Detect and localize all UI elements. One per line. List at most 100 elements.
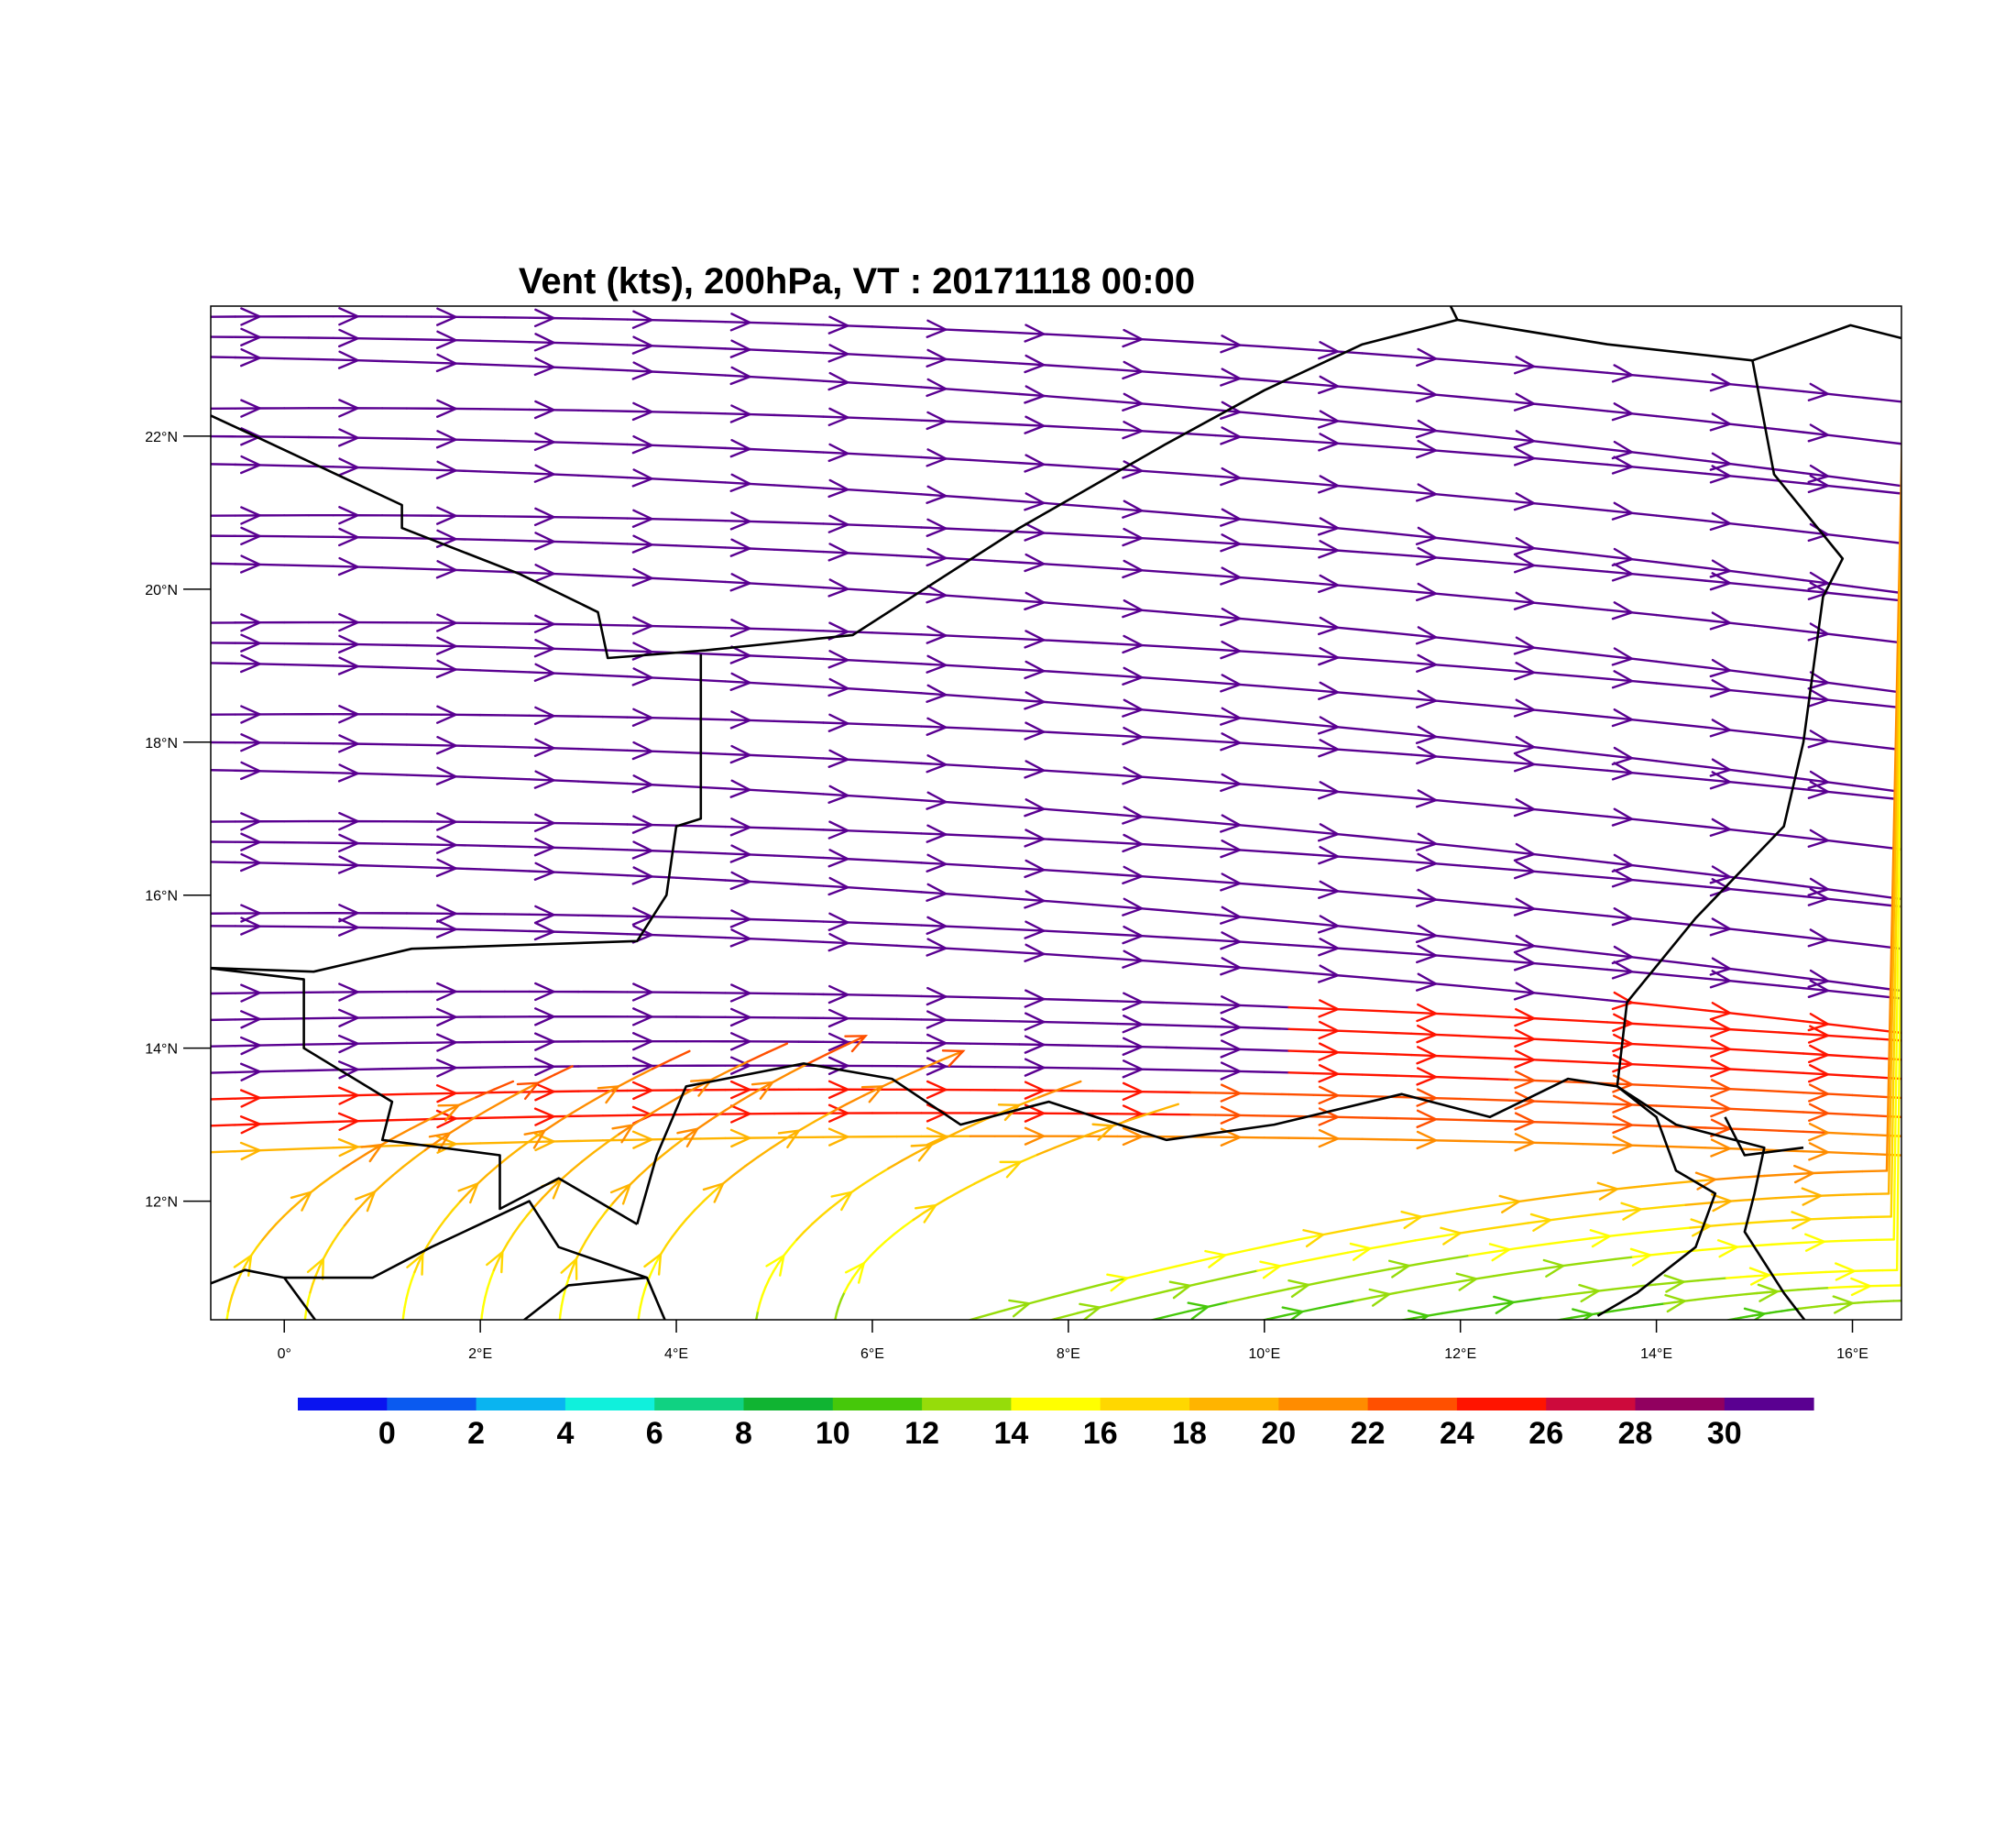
streamline-segment xyxy=(1165,1001,1192,1005)
streamline-segment xyxy=(1238,916,1265,921)
streamline-segment xyxy=(211,1071,213,1074)
streamline-segment xyxy=(1605,968,1634,973)
wind-arrowhead xyxy=(751,1081,775,1100)
streamline-segment xyxy=(651,875,678,879)
streamline-segment xyxy=(1778,933,1805,938)
streamline-segment xyxy=(1140,643,1168,648)
wind-arrowhead xyxy=(676,1127,700,1147)
streamline-segment xyxy=(1778,734,1805,740)
colorbar-label: 24 xyxy=(1440,1416,1474,1451)
streamline-segment xyxy=(1851,900,1879,906)
wind-arrowhead xyxy=(1513,430,1537,449)
streamline-segment xyxy=(601,317,629,321)
streamline-segment xyxy=(1238,1004,1265,1008)
wind-arrowhead xyxy=(729,1080,753,1100)
streamline-segment xyxy=(1387,1290,1408,1296)
streamline-segment xyxy=(1557,1038,1584,1043)
streamline-segment xyxy=(1526,1297,1543,1301)
streamline-segment xyxy=(1704,1296,1717,1301)
streamline-segment xyxy=(503,539,531,543)
streamline-segment xyxy=(1802,1149,1829,1154)
streamline-segment xyxy=(1728,927,1756,933)
streamline-segment xyxy=(1410,697,1438,702)
streamline-segment xyxy=(887,1159,904,1170)
streamline-segment xyxy=(430,866,457,870)
streamline-segment xyxy=(1655,660,1682,666)
streamline-segment xyxy=(645,1105,663,1117)
streamline-segment xyxy=(1238,576,1265,581)
streamline-segment xyxy=(920,924,948,927)
streamline-segment xyxy=(1630,863,1658,870)
streamline-segment xyxy=(1532,945,1560,950)
streamline-segment xyxy=(332,772,359,775)
streamline-segment xyxy=(576,442,605,445)
streamline-segment xyxy=(1582,407,1609,412)
streamline-segment xyxy=(1507,1140,1536,1144)
streamline-segment xyxy=(1091,872,1119,876)
streamline-segment xyxy=(1189,540,1217,544)
streamline-segment xyxy=(1549,1215,1574,1222)
streamline-segment xyxy=(553,747,580,751)
streamline-segment xyxy=(518,1138,533,1150)
streamline-segment xyxy=(1900,401,1901,403)
streamline-segment xyxy=(611,1192,622,1205)
wind-arrowhead xyxy=(1611,601,1635,620)
streamline-segment xyxy=(1704,1026,1732,1031)
streamline-segment xyxy=(1851,594,1879,599)
wind-arrowhead xyxy=(338,982,361,1002)
streamline-segment xyxy=(528,571,555,576)
streamline-segment xyxy=(1701,1246,1722,1252)
streamline-segment xyxy=(1789,1218,1813,1222)
streamline-segment xyxy=(783,1129,800,1141)
wind-arrowhead xyxy=(1318,540,1341,559)
wind-arrowhead xyxy=(239,1141,263,1161)
streamline-segment xyxy=(1728,1127,1756,1131)
wind-arrowhead xyxy=(926,754,949,774)
streamline-segment xyxy=(1582,369,1609,375)
streamline-segment xyxy=(920,386,948,390)
streamline-segment xyxy=(1488,1248,1511,1254)
wind-arrowhead xyxy=(926,916,949,935)
streamline-segment xyxy=(1926,1081,1951,1082)
streamline-segment xyxy=(1778,576,1805,582)
streamline-segment xyxy=(671,1226,681,1238)
streamline-segment xyxy=(1900,443,1901,445)
wind-arrowhead xyxy=(1907,991,1926,1007)
streamline-segment xyxy=(797,450,825,454)
streamline-segment xyxy=(234,1044,261,1048)
wind-arrowhead xyxy=(1578,1283,1602,1303)
streamline-segment xyxy=(1655,561,1682,566)
streamline-segment xyxy=(1630,956,1658,961)
streamline-segment xyxy=(1826,632,1854,639)
streamline-segment xyxy=(1165,339,1192,344)
streamline-segment xyxy=(1336,855,1364,860)
streamline-segment xyxy=(1410,861,1438,865)
wind-arrowhead xyxy=(338,734,361,753)
streamline-segment xyxy=(1116,428,1144,433)
streamline-segment xyxy=(699,372,727,377)
colorbar-label: 30 xyxy=(1707,1416,1742,1451)
streamline-segment xyxy=(1507,562,1536,567)
wind-arrowhead xyxy=(631,1130,655,1149)
wind-arrowhead xyxy=(338,1034,361,1054)
streamline-segment xyxy=(1829,1216,1853,1220)
streamline-segment xyxy=(1492,1272,1513,1278)
wind-arrowhead xyxy=(1416,1067,1439,1086)
streamline-segment xyxy=(1207,1301,1230,1308)
wind-arrowhead xyxy=(1416,439,1439,459)
wind-arrowhead xyxy=(609,1182,632,1205)
streamline-segment xyxy=(1591,1188,1619,1193)
streamline-segment xyxy=(1410,427,1438,433)
streamline-segment xyxy=(1655,414,1682,421)
streamline-segment xyxy=(1605,1143,1634,1147)
streamline-segment xyxy=(234,1096,261,1100)
wind-arrowhead xyxy=(1709,678,1733,698)
wind-arrowhead xyxy=(631,534,655,554)
streamline-segment xyxy=(1287,480,1315,486)
streamline-segment xyxy=(1851,941,1879,948)
streamline-segment xyxy=(744,1156,760,1168)
streamline-segment xyxy=(702,1191,715,1202)
streamline-segment xyxy=(1826,781,1854,787)
streamline-segment xyxy=(871,660,898,664)
streamline-segment xyxy=(1263,785,1290,789)
